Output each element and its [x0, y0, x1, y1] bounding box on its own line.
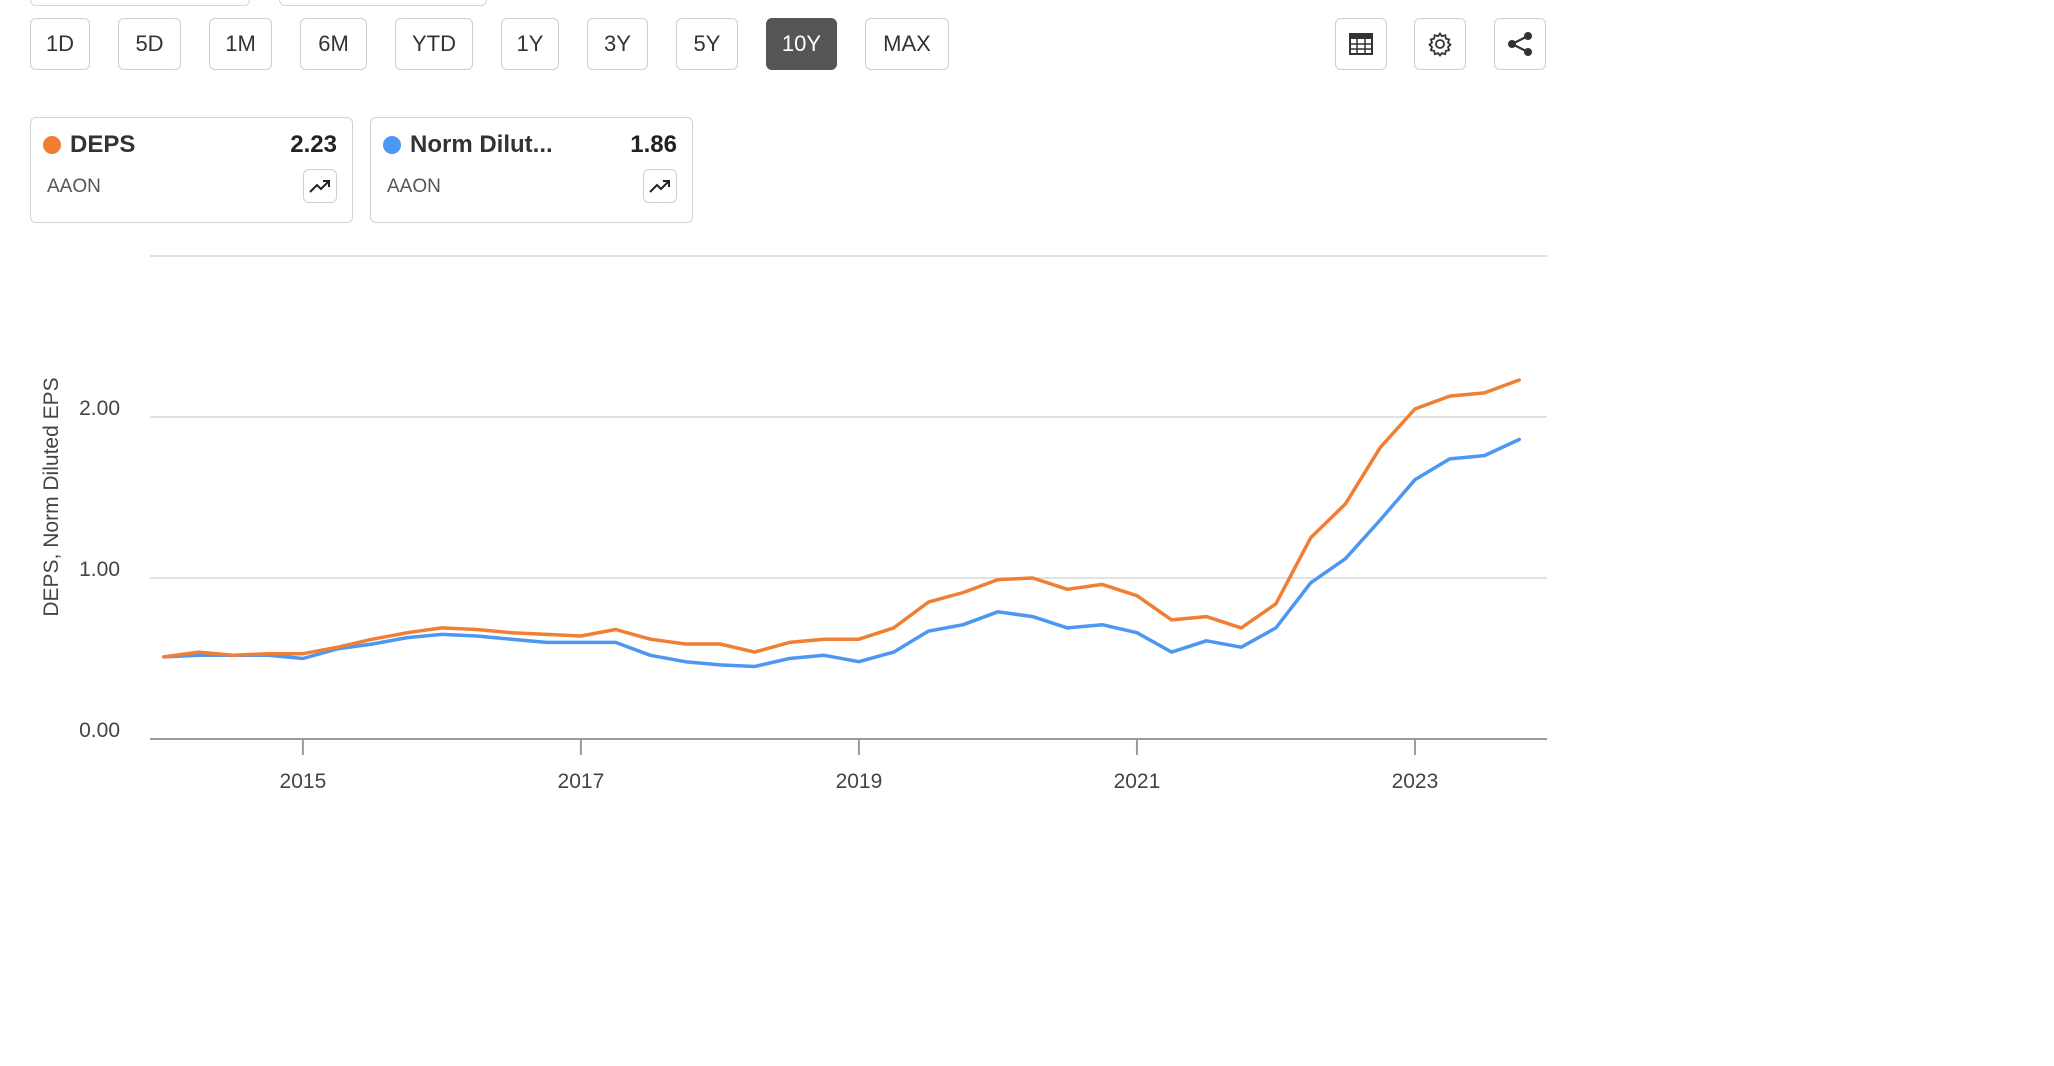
series-card-deps[interactable]: DEPS 2.23 AAON — [30, 117, 353, 223]
range-button-1m[interactable]: 1M — [209, 18, 272, 70]
trending-up-icon — [649, 180, 670, 193]
series-ticker: AAON — [47, 176, 101, 197]
series-value: 1.86 — [630, 131, 677, 158]
x-tick-label: 2023 — [1392, 770, 1439, 793]
range-button-10y[interactable]: 10Y — [766, 18, 837, 70]
range-button-1y[interactable]: 1Y — [501, 18, 559, 70]
series-ticker: AAON — [387, 176, 441, 197]
series-name: Norm Dilut... — [410, 131, 553, 158]
series-value: 2.23 — [290, 131, 337, 158]
x-tick-label: 2021 — [1114, 770, 1161, 793]
trend-button[interactable] — [643, 169, 677, 203]
range-button-1d[interactable]: 1D — [30, 18, 90, 70]
share-icon — [1508, 32, 1532, 56]
range-button-3y[interactable]: 3Y — [587, 18, 648, 70]
x-tick-label: 2015 — [280, 770, 327, 793]
y-axis-title: DEPS, Norm Diluted EPS — [40, 377, 63, 616]
x-tick-label: 2017 — [558, 770, 605, 793]
series-line-deps[interactable] — [162, 378, 1521, 659]
range-button-ytd[interactable]: YTD — [395, 18, 473, 70]
y-tick-label: 2.00 — [79, 397, 120, 420]
series-color-dot — [383, 136, 401, 154]
range-button-6m[interactable]: 6M — [300, 18, 367, 70]
trending-up-icon — [309, 180, 330, 193]
series-name: DEPS — [70, 131, 136, 158]
series-line-norm-diluted-eps[interactable] — [162, 437, 1521, 669]
y-tick-label: 0.00 — [79, 719, 120, 742]
table-view-button[interactable] — [1335, 18, 1387, 70]
trend-button[interactable] — [303, 169, 337, 203]
range-button-max[interactable]: MAX — [865, 18, 949, 70]
series-card-norm-diluted-eps[interactable]: Norm Dilut... 1.86 AAON — [370, 117, 693, 223]
table-icon — [1349, 33, 1373, 55]
x-tick-label: 2019 — [836, 770, 883, 793]
y-tick-label: 1.00 — [79, 558, 120, 581]
share-button[interactable] — [1494, 18, 1546, 70]
gear-icon — [1428, 31, 1452, 57]
range-button-5y[interactable]: 5Y — [676, 18, 738, 70]
series-color-dot — [43, 136, 61, 154]
settings-button[interactable] — [1414, 18, 1466, 70]
range-button-5d[interactable]: 5D — [118, 18, 181, 70]
